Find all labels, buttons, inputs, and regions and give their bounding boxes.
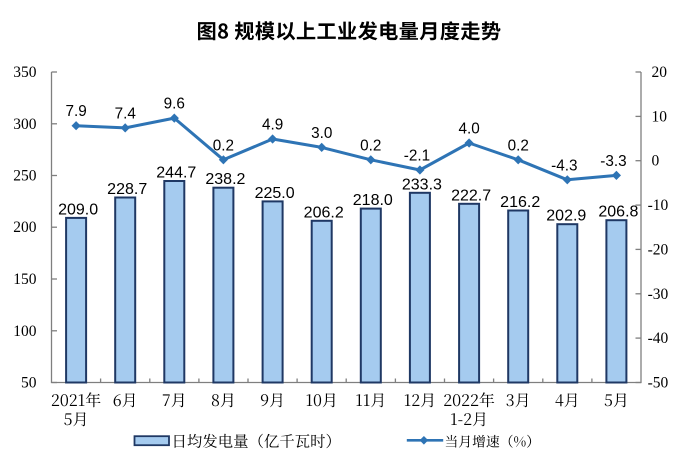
svg-text:-4.3: -4.3 bbox=[551, 157, 577, 174]
svg-text:-10: -10 bbox=[648, 197, 669, 214]
svg-text:238.2: 238.2 bbox=[205, 171, 245, 188]
svg-text:216.2: 216.2 bbox=[500, 194, 540, 211]
svg-text:150: 150 bbox=[13, 271, 37, 288]
svg-text:228.7: 228.7 bbox=[107, 181, 147, 198]
svg-text:7.4: 7.4 bbox=[115, 105, 137, 122]
svg-text:350: 350 bbox=[13, 64, 37, 81]
svg-text:0: 0 bbox=[652, 153, 660, 170]
svg-text:225.0: 225.0 bbox=[255, 185, 295, 202]
svg-text:209.0: 209.0 bbox=[58, 201, 98, 218]
svg-text:-50: -50 bbox=[648, 375, 669, 392]
svg-text:20: 20 bbox=[652, 64, 668, 81]
svg-text:206.2: 206.2 bbox=[304, 204, 344, 221]
svg-text:202.9: 202.9 bbox=[546, 208, 586, 225]
svg-text:233.3: 233.3 bbox=[402, 176, 442, 193]
svg-text:-40: -40 bbox=[648, 330, 669, 347]
svg-text:-20: -20 bbox=[648, 241, 669, 258]
svg-text:300: 300 bbox=[13, 116, 37, 133]
svg-text:222.7: 222.7 bbox=[451, 187, 491, 204]
svg-text:9.6: 9.6 bbox=[164, 96, 185, 113]
svg-text:100: 100 bbox=[13, 323, 37, 340]
svg-text:-2.1: -2.1 bbox=[404, 148, 430, 165]
svg-text:0.2: 0.2 bbox=[360, 137, 381, 154]
svg-text:0.2: 0.2 bbox=[508, 137, 529, 154]
svg-text:3.0: 3.0 bbox=[311, 125, 332, 142]
svg-text:50: 50 bbox=[21, 375, 37, 392]
svg-text:10: 10 bbox=[652, 108, 668, 125]
svg-text:4.0: 4.0 bbox=[458, 121, 479, 138]
svg-text:218.0: 218.0 bbox=[353, 192, 393, 209]
svg-text:206.8: 206.8 bbox=[598, 204, 638, 221]
svg-text:7.9: 7.9 bbox=[65, 103, 86, 120]
svg-text:-3.3: -3.3 bbox=[600, 153, 626, 170]
svg-text:250: 250 bbox=[13, 168, 37, 185]
svg-text:-30: -30 bbox=[648, 286, 669, 303]
svg-text:4.9: 4.9 bbox=[262, 117, 283, 134]
svg-text:0.2: 0.2 bbox=[213, 137, 234, 154]
svg-text:200: 200 bbox=[13, 219, 37, 236]
svg-text:244.7: 244.7 bbox=[156, 165, 196, 182]
